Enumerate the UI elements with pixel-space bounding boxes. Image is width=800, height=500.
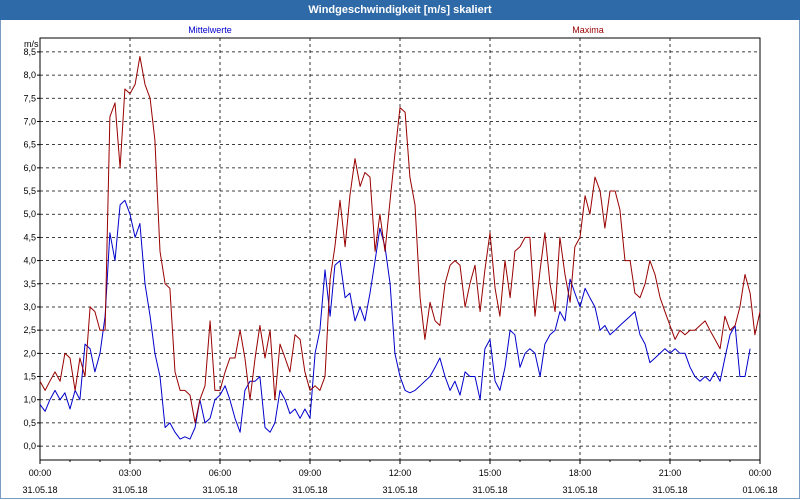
x-tick-time-label: 15:00	[479, 468, 502, 478]
y-tick-label: 0,0	[23, 441, 36, 451]
x-tick-date-label: 31.05.18	[472, 485, 507, 495]
y-tick-label: 4,0	[23, 256, 36, 266]
y-tick-label: 1,0	[23, 395, 36, 405]
x-tick-date-label: 31.05.18	[292, 485, 327, 495]
y-tick-label: 5,5	[23, 186, 36, 196]
x-tick-time-label: 21:00	[659, 468, 682, 478]
y-tick-label: 4,5	[23, 232, 36, 242]
y-tick-label: 1,5	[23, 372, 36, 382]
x-tick-date-label: 31.05.18	[382, 485, 417, 495]
legend-entry-mittelwerte: Mittelwerte	[188, 25, 232, 35]
x-tick-time-label: 00:00	[749, 468, 772, 478]
chart-title: Windgeschwindigkeit [m/s] skaliert	[0, 0, 800, 20]
x-tick-date-label: 31.05.18	[112, 485, 147, 495]
axes	[37, 37, 761, 464]
y-tick-label: 8,0	[23, 70, 36, 80]
grid-lines	[40, 38, 760, 460]
x-tick-date-label: 31.05.18	[202, 485, 237, 495]
x-tick-date-label: 31.05.18	[22, 485, 57, 495]
x-tick-time-label: 03:00	[119, 468, 142, 478]
y-axis-unit-label: m/s	[24, 39, 39, 49]
y-tick-label: 6,5	[23, 140, 36, 150]
x-tick-time-label: 18:00	[569, 468, 592, 478]
y-tick-label: 0,5	[23, 418, 36, 428]
series-line-maxima	[39, 56, 761, 424]
y-tick-label: 6,0	[23, 163, 36, 173]
y-tick-label: 2,0	[23, 348, 36, 358]
y-tick-label: 7,5	[23, 93, 36, 103]
x-tick-time-label: 09:00	[299, 468, 322, 478]
series-lines	[39, 56, 761, 440]
plot-frame	[39, 37, 761, 461]
x-tick-date-label: 01.06.18	[742, 485, 777, 495]
y-tick-label: 3,0	[23, 302, 36, 312]
x-tick-date-label: 31.05.18	[652, 485, 687, 495]
y-tick-label: 5,0	[23, 209, 36, 219]
series-line-mittelwerte	[39, 199, 751, 440]
y-tick-label: 3,5	[23, 279, 36, 289]
x-tick-date-label: 31.05.18	[562, 485, 597, 495]
tick-labels: 0,0 0,5 1,0 1,5 2,0 2,5 3,0 3,5 4,0 4,5 5,0 5,5 6,0 6…	[22, 47, 777, 495]
legend-entry-maxima: Maxima	[572, 25, 604, 35]
x-tick-time-label: 00:00	[29, 468, 52, 478]
y-tick-label: 2,5	[23, 325, 36, 335]
x-tick-time-label: 06:00	[209, 468, 232, 478]
x-tick-time-label: 12:00	[389, 468, 412, 478]
y-tick-label: 7,0	[23, 116, 36, 126]
y-tick-label: 8,5	[23, 47, 36, 57]
